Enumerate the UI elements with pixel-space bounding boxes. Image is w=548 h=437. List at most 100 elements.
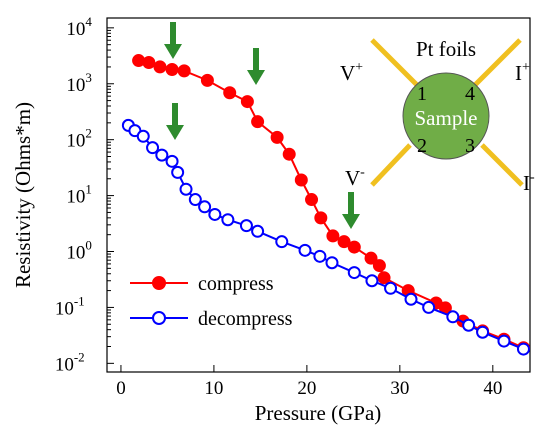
- data-point: [153, 60, 167, 74]
- data-point: [136, 129, 150, 143]
- inset-lead-sup: +: [522, 60, 530, 75]
- inset-lead-text: V: [340, 61, 355, 85]
- arrow: [164, 22, 182, 59]
- y-tick-label: 101: [66, 182, 92, 208]
- data-point: [275, 235, 289, 249]
- inset-pin: 1: [417, 83, 427, 105]
- y-tick-label: 103: [66, 70, 92, 96]
- data-point: [516, 342, 530, 356]
- arrow: [247, 48, 265, 85]
- foil: [370, 38, 420, 88]
- foil: [370, 143, 412, 187]
- inset-lead: V+: [340, 60, 363, 85]
- y-tick-exponent: -1: [74, 293, 85, 308]
- inset-lead: I+: [515, 60, 530, 85]
- data-point: [223, 86, 237, 100]
- data-point: [208, 207, 222, 221]
- inset-lead: V-: [345, 165, 365, 190]
- data-point: [146, 141, 160, 155]
- data-point: [270, 130, 284, 144]
- data-point: [142, 56, 156, 70]
- sample-disk: [402, 72, 490, 160]
- foil: [480, 143, 524, 187]
- legend-label: decompress: [198, 308, 293, 330]
- data-point: [171, 165, 185, 179]
- inset-lead-text: I: [515, 61, 522, 85]
- data-point: [240, 95, 254, 109]
- y-tick-label: 104: [66, 14, 92, 40]
- x-tick-label: 20: [297, 378, 316, 399]
- data-point: [446, 310, 460, 324]
- inset-foils: [370, 38, 524, 187]
- data-point: [198, 200, 212, 214]
- data-point: [251, 115, 265, 129]
- y-axis-label: Resistivity (Ohms*m): [11, 102, 35, 288]
- y-tick-base: 10: [66, 187, 85, 208]
- inset-lead-sup: +: [355, 60, 363, 75]
- inset-pin: 3: [465, 135, 475, 157]
- data-point: [372, 259, 386, 273]
- arrow: [342, 192, 360, 229]
- x-tick-label: 0: [116, 378, 126, 399]
- y-tick-exponent: 2: [85, 126, 92, 141]
- data-point: [364, 251, 378, 265]
- data-point: [404, 292, 418, 306]
- data-point: [282, 147, 296, 161]
- arrow: [166, 103, 184, 140]
- y-tick-label: 102: [66, 126, 92, 152]
- x-tick-label: 10: [204, 378, 223, 399]
- data-point: [200, 73, 214, 87]
- inset-lead-sup: -: [360, 165, 365, 180]
- data-point: [314, 211, 328, 225]
- data-point: [325, 256, 339, 270]
- data-point: [497, 334, 511, 348]
- data-point: [347, 240, 361, 254]
- y-tick-base: 10: [55, 354, 74, 375]
- x-tick-label: 40: [483, 378, 502, 399]
- y-tick-exponent: 4: [85, 14, 92, 29]
- arrows: [164, 22, 360, 229]
- y-tick-exponent: 0: [85, 238, 92, 253]
- data-point: [165, 62, 179, 76]
- data-point: [132, 54, 146, 68]
- inset-pin: 2: [417, 135, 427, 157]
- data-point: [239, 219, 253, 233]
- data-point: [326, 229, 340, 243]
- data-point: [347, 266, 361, 280]
- y-tick-exponent: 3: [85, 70, 92, 85]
- y-tick-base: 10: [66, 75, 85, 96]
- y-tick-exponent: 1: [85, 182, 92, 197]
- data-point: [165, 154, 179, 168]
- y-tick-base: 10: [66, 131, 85, 152]
- y-tick-label: 100: [66, 238, 92, 264]
- data-point: [422, 300, 436, 314]
- inset-title: Pt foils: [416, 37, 476, 61]
- data-point: [337, 235, 351, 249]
- legend-label: compress: [198, 273, 274, 295]
- data-point: [294, 173, 308, 187]
- legend-marker: [152, 276, 166, 290]
- data-point: [155, 148, 169, 162]
- data-point: [251, 224, 265, 238]
- data-point: [476, 325, 490, 339]
- y-tick-base: 10: [55, 298, 74, 319]
- data-point: [298, 243, 312, 257]
- y-tick-label: 10-2: [55, 349, 85, 375]
- data-point: [188, 193, 202, 207]
- inset-pin: 4: [465, 83, 475, 105]
- inset-lead-text: V: [345, 166, 360, 190]
- data-point: [384, 281, 398, 295]
- inset-sample: Sample: [415, 106, 478, 130]
- data-point: [305, 193, 319, 207]
- x-axis-label: Pressure (GPa): [255, 401, 382, 425]
- x-tick-label: 30: [390, 378, 409, 399]
- inset-lead-text: I: [523, 171, 530, 195]
- y-tick-label: 10-1: [55, 293, 85, 319]
- foil: [472, 38, 522, 88]
- data-point: [179, 182, 193, 196]
- data-point: [177, 64, 191, 78]
- inset-lead-sup: -: [530, 170, 535, 185]
- data-point: [313, 249, 327, 263]
- plot-frame: [106, 17, 531, 373]
